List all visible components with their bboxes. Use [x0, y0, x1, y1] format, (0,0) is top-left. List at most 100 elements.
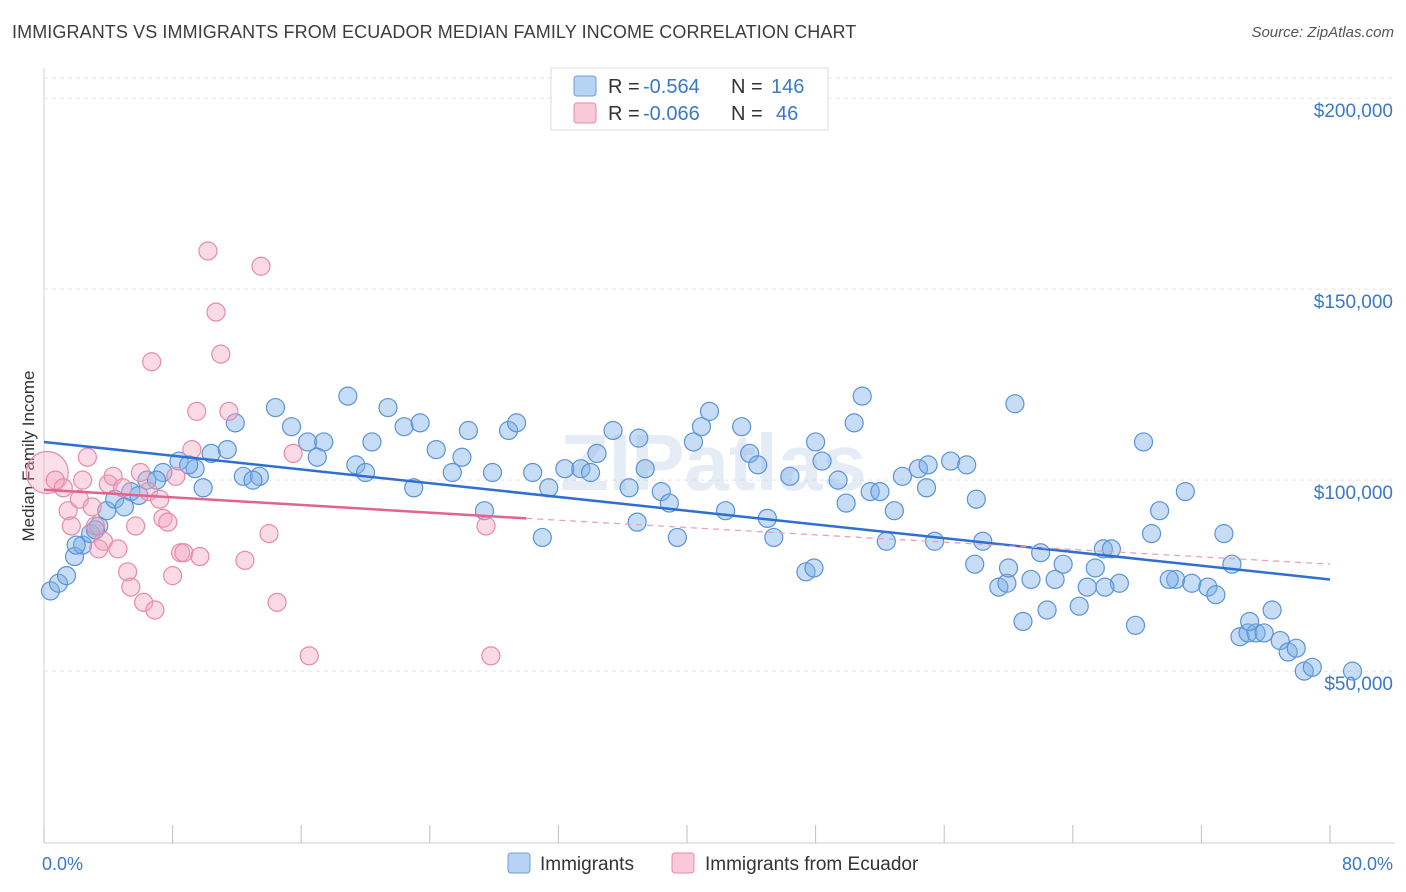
data-point	[844, 413, 864, 433]
data-point	[134, 592, 154, 612]
data-point	[892, 466, 913, 486]
data-point	[346, 455, 366, 475]
data-point	[426, 439, 446, 460]
data-point	[715, 501, 736, 521]
trend-line-ecuador	[43, 488, 527, 520]
data-point	[72, 470, 93, 490]
data-point	[85, 516, 106, 536]
axes	[43, 68, 1395, 844]
data-point	[780, 466, 800, 486]
data-point	[870, 482, 890, 502]
data-point	[281, 417, 302, 437]
data-point	[1109, 573, 1130, 593]
legend-swatch-immigrants	[573, 75, 597, 97]
data-point	[307, 447, 327, 467]
data-point	[187, 401, 207, 421]
data-point	[812, 451, 832, 471]
data-point	[198, 241, 218, 261]
data-point	[1037, 600, 1057, 620]
data-point	[108, 539, 128, 559]
data-point	[61, 516, 81, 536]
data-point	[507, 413, 527, 433]
trend-lines	[43, 440, 1331, 581]
data-point	[764, 527, 784, 548]
data-point	[113, 478, 133, 498]
data-point	[53, 478, 73, 498]
legend-r-value-1: -0.564	[643, 76, 700, 98]
data-point	[941, 451, 961, 471]
legend-r-label-2: R =	[608, 103, 640, 125]
data-point	[1005, 394, 1025, 414]
data-point	[243, 470, 263, 490]
data-point	[1159, 569, 1179, 590]
data-point	[748, 455, 768, 475]
data-point	[126, 516, 146, 536]
data-point	[298, 432, 318, 452]
data-point	[1101, 539, 1121, 559]
data-point	[1085, 558, 1105, 578]
chart-source: Source: ZipAtlas.com	[1251, 24, 1394, 41]
x-tick-label-min: 0.0%	[42, 854, 83, 874]
data-point	[142, 352, 162, 372]
data-point	[876, 531, 896, 551]
data-point	[532, 527, 552, 548]
x-tick-label-max: 80.0%	[1342, 854, 1393, 874]
data-point	[265, 397, 286, 418]
data-point	[251, 256, 271, 276]
data-point	[1182, 573, 1202, 593]
data-point	[918, 455, 938, 475]
data-point	[997, 573, 1017, 593]
data-point	[130, 462, 151, 483]
data-point	[299, 646, 319, 666]
y-tick-label: $100,000	[1314, 483, 1393, 504]
y-tick-labels: $50,000 $100,000 $150,000 $200,000	[1314, 101, 1393, 695]
data-point	[77, 447, 98, 467]
data-point	[965, 554, 985, 574]
data-point	[1045, 569, 1065, 590]
data-point	[458, 420, 478, 441]
legend-n-value-1: 146	[771, 76, 804, 98]
data-point	[571, 459, 591, 479]
data-point	[555, 459, 575, 479]
data-point	[166, 466, 186, 486]
data-point	[482, 462, 503, 483]
data-point	[498, 420, 519, 441]
data-point	[1240, 611, 1260, 632]
bottom-legend-swatch-ecuador	[671, 852, 695, 874]
data-point	[206, 302, 226, 322]
data-point	[1175, 482, 1195, 502]
bottom-legend: Immigrants Immigrants from Ecuador	[507, 852, 919, 875]
data-point	[805, 432, 826, 452]
data-point	[153, 462, 173, 483]
trend-line-ecuador-extension	[526, 517, 1331, 565]
data-point	[1095, 577, 1115, 597]
data-point	[627, 512, 647, 532]
data-point	[1166, 569, 1186, 590]
data-point	[580, 462, 601, 483]
data-point	[1246, 623, 1266, 643]
data-point	[283, 443, 303, 464]
data-point	[1021, 569, 1041, 590]
data-point	[587, 443, 607, 464]
data-point	[667, 527, 687, 548]
bottom-legend-label-ecuador: Immigrants from Ecuador	[705, 854, 919, 875]
data-point	[732, 417, 752, 437]
data-point	[916, 478, 937, 498]
legend-box: R = -0.564 N = 146 R = -0.066 N = 46	[550, 67, 829, 131]
data-point	[114, 497, 134, 517]
data-point	[884, 501, 904, 521]
data-point	[179, 455, 199, 475]
data-point	[72, 535, 93, 555]
data-point	[651, 482, 671, 502]
data-point	[1198, 577, 1218, 597]
trend-line-immigrants	[43, 440, 1331, 581]
data-point	[1206, 585, 1226, 605]
bottom-legend-swatch-immigrants	[507, 852, 531, 874]
data-point	[1302, 657, 1322, 677]
data-point	[1214, 524, 1234, 544]
data-point	[404, 478, 424, 498]
series-1-points	[25, 241, 501, 666]
data-point	[225, 413, 245, 433]
data-point	[190, 546, 210, 567]
